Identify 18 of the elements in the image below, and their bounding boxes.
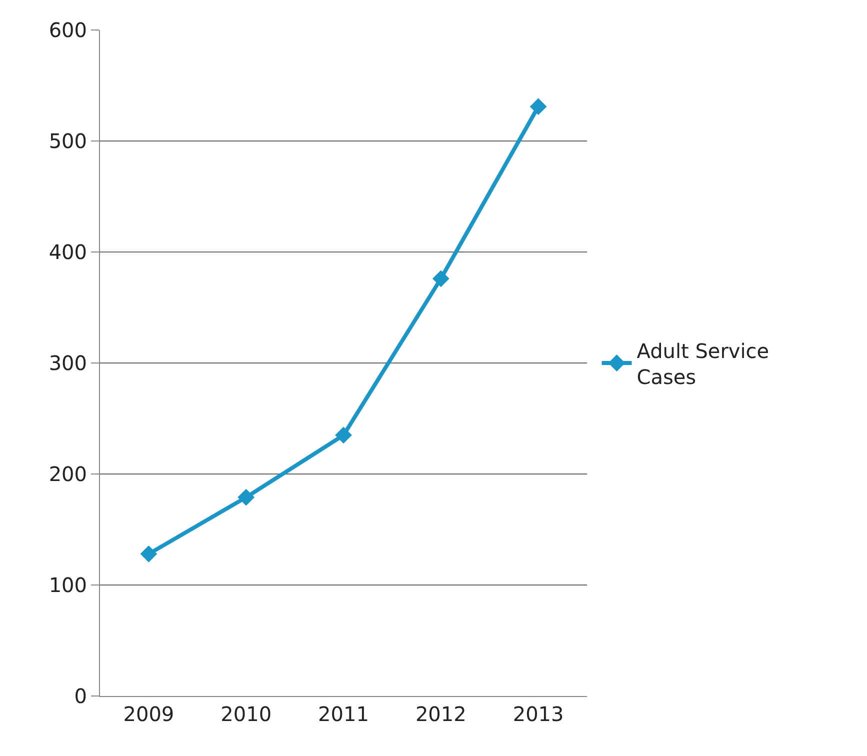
legend-label: Adult Service Cases <box>636 338 770 389</box>
point <box>335 426 352 444</box>
y-tick-label: 600 <box>48 18 87 42</box>
x-tick-label: 2013 <box>512 702 564 726</box>
y-tick-label: 200 <box>48 462 87 486</box>
y-tick-label: 300 <box>48 351 87 375</box>
x-tick-label: 2010 <box>220 702 272 726</box>
point <box>238 488 255 506</box>
y-tick-label: 500 <box>48 129 87 153</box>
x-tick-label: 2009 <box>123 702 174 726</box>
y-tick-label: 400 <box>48 240 87 264</box>
y-tick-label: 0 <box>74 684 87 708</box>
x-tick-label: 2011 <box>318 702 369 726</box>
point <box>530 98 547 116</box>
point <box>432 270 450 288</box>
point <box>140 545 158 562</box>
x-tick-label: 2012 <box>415 702 466 726</box>
y-tick-label: 100 <box>48 573 87 597</box>
